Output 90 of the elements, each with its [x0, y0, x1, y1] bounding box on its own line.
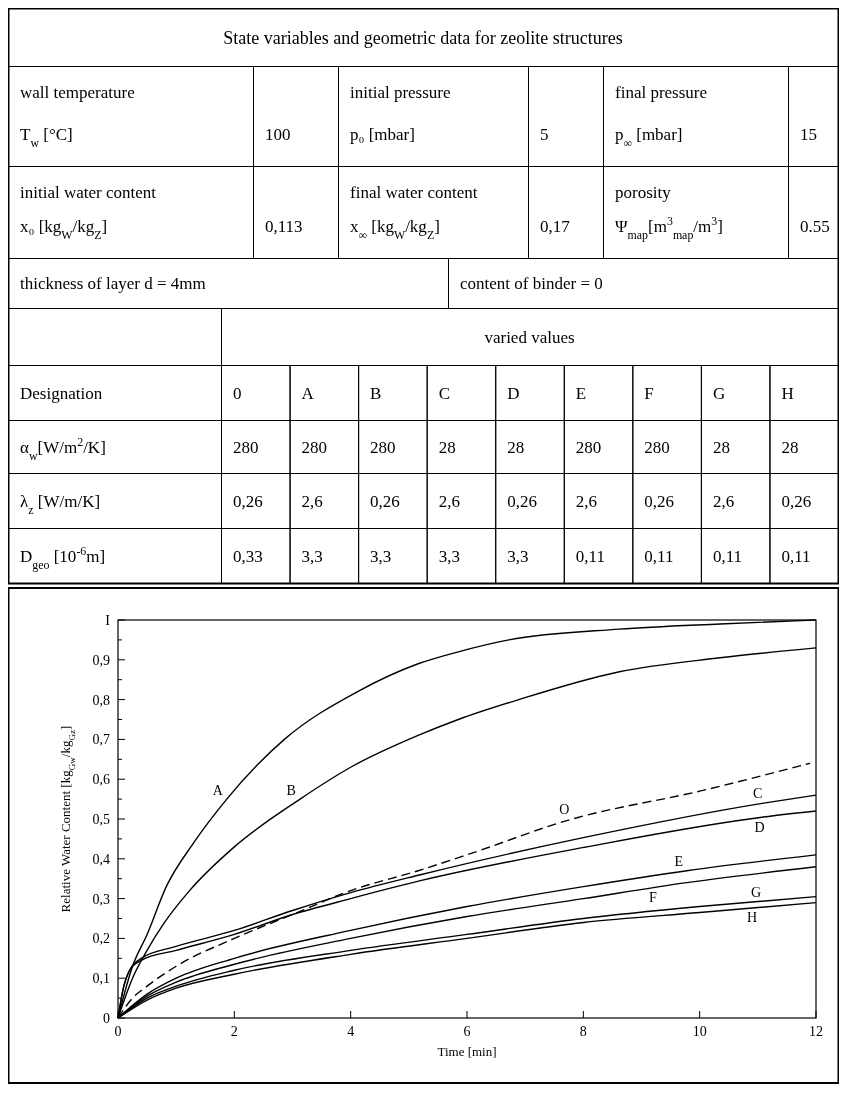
- x-tick-label: 0: [114, 1024, 122, 1039]
- text: final water content: [350, 183, 478, 202]
- text: porosity: [615, 183, 672, 202]
- x-tick-label: 2: [230, 1024, 238, 1039]
- text: α$_{w}$[W/m$^{2}$/K]: [20, 434, 106, 463]
- text: 0,33: [233, 546, 263, 566]
- series-label: H: [746, 910, 758, 926]
- text: 0,11: [712, 546, 743, 566]
- text: B: [370, 383, 382, 403]
- text: 280: [301, 437, 328, 457]
- text: 0,113: [265, 217, 303, 236]
- text: 0,26: [644, 491, 675, 511]
- text: 0,26: [507, 491, 537, 511]
- text: p$_{∞}$ [mbar]: [615, 125, 683, 150]
- text: 280: [233, 437, 259, 457]
- y-tick-label: 0,4: [92, 851, 110, 867]
- text: 2,6: [712, 491, 735, 511]
- y-tick-label: 0,9: [92, 652, 110, 668]
- y-tick-label: 0,2: [92, 931, 110, 947]
- series-label: B: [286, 783, 296, 799]
- text: 5: [540, 125, 549, 144]
- text: 280: [575, 437, 602, 457]
- x-tick-label: 4: [347, 1024, 355, 1039]
- text: 15: [800, 125, 817, 144]
- text: D: [507, 383, 520, 403]
- y-tick-label: 0,6: [92, 772, 110, 788]
- text: 3,3: [370, 546, 392, 566]
- text: varied values: [484, 327, 575, 347]
- text: 0,17: [540, 217, 571, 236]
- text: F: [644, 383, 654, 403]
- text: 0,26: [781, 491, 812, 511]
- text: 2,6: [438, 491, 460, 511]
- text: Designation: [20, 383, 103, 403]
- text: G: [712, 383, 726, 403]
- y-tick-label: I: [105, 613, 111, 628]
- text: H: [781, 383, 794, 403]
- text: E: [575, 383, 587, 403]
- text: C: [438, 383, 451, 403]
- text: 2,6: [301, 491, 323, 511]
- series-label: O: [559, 802, 570, 817]
- text: λ$_{z}$ [W/m/K]: [20, 491, 101, 517]
- y-tick-label: 0,8: [92, 692, 110, 708]
- text: thickness of layer d = 4mm: [20, 274, 206, 293]
- text: 28: [712, 437, 730, 457]
- text: initial water content: [20, 183, 157, 202]
- x-axis-title: Time [min]: [437, 1044, 497, 1059]
- text: 3,3: [438, 546, 460, 566]
- text: D$_{geo}$ [10$^{-6}$m]: [20, 543, 106, 572]
- text: A: [301, 383, 315, 403]
- x-tick-label: 10: [692, 1024, 707, 1039]
- text: 2,6: [575, 491, 598, 511]
- text: p₀ [mbar]: [350, 125, 415, 144]
- text: 3,3: [301, 546, 323, 566]
- text: 0,11: [644, 546, 674, 566]
- text: Ψ$_{map}$[m$^{3}$$_{map}$/m$^{3}$]: [615, 214, 723, 242]
- text: initial pressure: [350, 83, 451, 102]
- text: 280: [644, 437, 670, 457]
- text: 0.55: [800, 217, 830, 236]
- text: 0,11: [575, 546, 605, 566]
- y-tick-label: 0: [103, 1011, 110, 1026]
- y-tick-label: 0,5: [92, 812, 110, 827]
- y-tick-label: 0,1: [92, 971, 110, 987]
- text: 28: [438, 437, 456, 457]
- text: final pressure: [615, 83, 708, 102]
- x-tick-label: 6: [463, 1024, 471, 1039]
- text: 3,3: [507, 546, 529, 566]
- text: 0: [233, 383, 242, 403]
- series-label: C: [752, 786, 763, 802]
- text: x$_{∞}$ [kg$_{W}$/kg$_{Z}$]: [350, 217, 440, 242]
- text: 0,26: [370, 491, 400, 511]
- y-tick-label: 0,7: [92, 732, 110, 748]
- y-tick-label: 0,3: [92, 891, 110, 907]
- text: 0,26: [233, 491, 263, 511]
- text: wall temperature: [20, 83, 135, 102]
- x-tick-label: 8: [579, 1024, 587, 1039]
- text: 100: [265, 125, 291, 144]
- x-tick-label: 12: [809, 1024, 823, 1039]
- text: 28: [781, 437, 799, 457]
- text: State variables and geometric data for zeolite structures: [223, 28, 623, 48]
- text: 280: [370, 437, 396, 457]
- text: x₀ [kg$_{W}$/kg$_{Z}$]: [20, 217, 108, 242]
- series-label: A: [212, 783, 224, 799]
- series-label: F: [649, 889, 658, 905]
- series-label: D: [754, 820, 765, 836]
- text: 0,11: [781, 546, 811, 566]
- text: T$_{w}$ [°C]: [20, 125, 73, 150]
- text: 28: [507, 437, 525, 457]
- series-label: G: [750, 885, 762, 901]
- series-label: E: [674, 853, 684, 869]
- text: content of binder = 0: [460, 274, 603, 293]
